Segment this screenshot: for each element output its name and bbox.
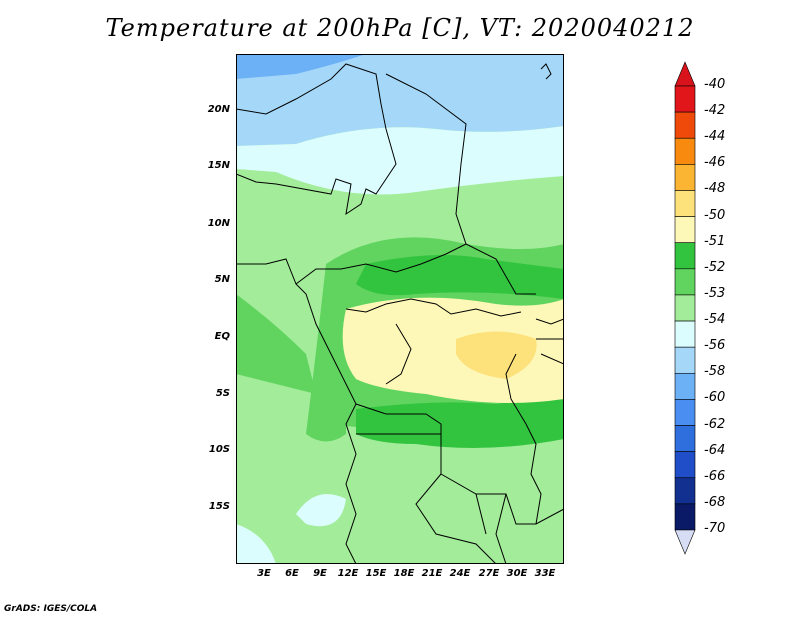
lon-label-9e: 9E	[313, 568, 327, 579]
lat-label-eq: EQ	[214, 331, 230, 342]
colorbar-swatch	[674, 111, 696, 139]
colorbar-swatch	[674, 294, 696, 322]
colorbar-swatch	[674, 425, 696, 452]
lon-label-6e: 6E	[285, 568, 299, 579]
colorbar-swatch	[674, 137, 696, 165]
colorbar-label: -54	[704, 312, 726, 328]
lon-label-12e: 12E	[337, 568, 359, 579]
lat-label-15n: 15N	[207, 160, 230, 171]
field-52-west	[236, 294, 316, 394]
colorbar-label: -53	[704, 285, 726, 301]
lon-label-24e: 24E	[449, 568, 471, 579]
field-54-south-2	[236, 524, 276, 564]
lat-label-15s: 15S	[208, 501, 230, 512]
lon-label-27e: 27E	[478, 568, 500, 579]
lon-label-3e: 3E	[257, 568, 271, 579]
colorbar-swatch	[674, 242, 696, 270]
field-58	[236, 54, 366, 79]
colorbar-swatch	[674, 346, 696, 374]
field-49	[456, 331, 537, 379]
colorbar-label: -56	[704, 338, 726, 354]
field-54	[236, 126, 564, 195]
lon-label-18e: 18E	[393, 568, 415, 579]
colorbar-swatch	[674, 190, 696, 217]
field-54-south-1	[296, 494, 346, 527]
colorbar-swatch	[674, 477, 696, 505]
temperature-map	[236, 54, 564, 564]
colorbar-swatch	[674, 503, 696, 531]
lat-label-5n: 5N	[214, 274, 230, 285]
colorbar-label: -62	[704, 416, 726, 432]
lat-label-5s: 5S	[215, 388, 230, 399]
colorbar-label: -68	[704, 494, 726, 510]
lat-label-20n: 20N	[207, 104, 230, 115]
field-56	[236, 54, 564, 146]
colorbar-label: -50	[704, 207, 726, 223]
colorbar	[674, 61, 696, 555]
colorbar-swatch	[674, 399, 696, 426]
colorbar-label: -44	[704, 129, 726, 145]
colorbar-top-arrow	[674, 61, 696, 87]
colorbar-label: -51	[704, 233, 726, 249]
lon-label-30e: 30E	[506, 568, 528, 579]
lon-label-33e: 33E	[534, 568, 556, 579]
colorbar-swatch	[674, 164, 696, 191]
lon-label-21e: 21E	[421, 568, 443, 579]
colorbar-swatch	[674, 372, 696, 400]
colorbar-swatch	[674, 216, 696, 244]
colorbar-label: -70	[704, 521, 726, 536]
colorbar-label: -48	[704, 181, 726, 197]
grads-credit: GrADS: IGES/COLA	[4, 604, 98, 614]
lat-label-10n: 10N	[207, 218, 230, 229]
map-title: Temperature at 200hPa [C], VT: 202004021…	[105, 14, 695, 42]
map-frame	[236, 54, 564, 564]
colorbar-bottom-arrow	[674, 529, 696, 555]
colorbar-label: -46	[704, 155, 726, 171]
colorbar-label: -40	[704, 77, 726, 92]
colorbar-swatch	[674, 320, 696, 348]
colorbar-label: -64	[704, 442, 726, 458]
colorbar-label: -66	[704, 468, 726, 484]
colorbar-label: -52	[704, 259, 726, 275]
lat-label-10s: 10S	[208, 444, 230, 455]
colorbar-swatch	[674, 451, 696, 479]
colorbar-label: -42	[704, 103, 726, 119]
colorbar-swatch	[674, 268, 696, 296]
lon-label-15e: 15E	[365, 568, 387, 579]
colorbar-label: -60	[704, 390, 726, 406]
colorbar-label: -58	[704, 364, 726, 380]
colorbar-swatch	[674, 85, 696, 113]
coastlines-borders	[236, 63, 564, 564]
